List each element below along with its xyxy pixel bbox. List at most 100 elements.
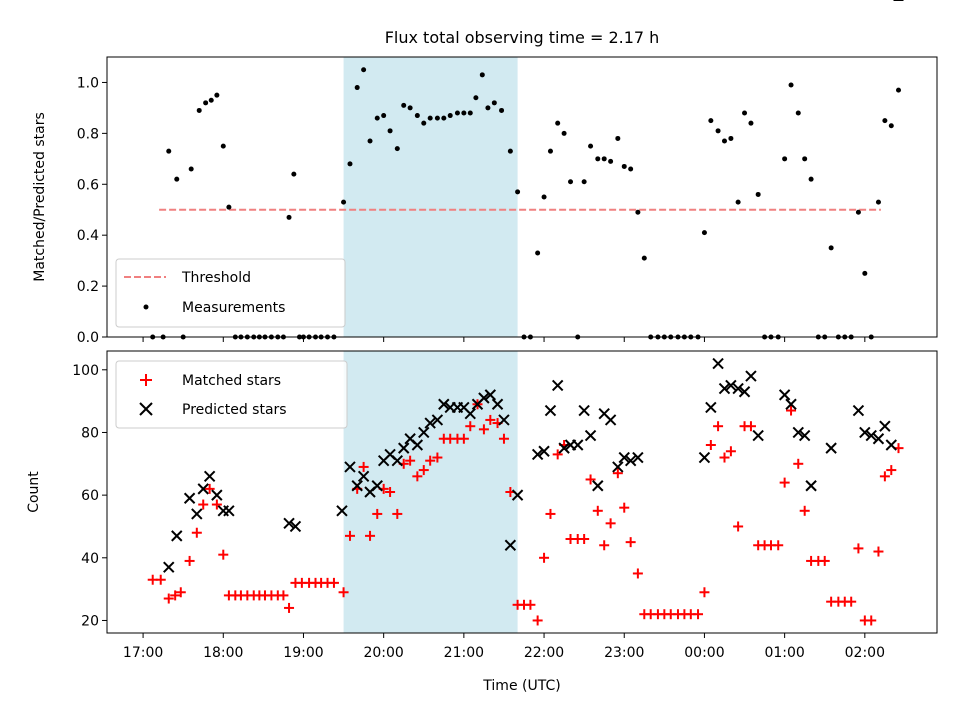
predicted-star-marker [725, 379, 737, 392]
predicted-star-marker [336, 505, 348, 517]
measurement-point [721, 138, 727, 144]
y-tick-label: 20 [81, 613, 99, 629]
predicted-star-marker [718, 382, 731, 395]
matched-star-marker [632, 568, 643, 579]
measurement-point [226, 204, 232, 210]
predicted-star-marker [752, 429, 764, 442]
matched-star-marker [358, 461, 369, 472]
measurement-point [208, 97, 214, 103]
matched-star-marker [699, 587, 710, 598]
measurement-point [628, 166, 634, 172]
matched-star-marker [612, 468, 623, 479]
measurement-point [808, 176, 814, 182]
predicted-star-marker [785, 398, 797, 410]
predicted-star-marker [498, 414, 510, 426]
measurement-point [467, 110, 473, 116]
measurement-point [535, 250, 541, 256]
matched-star-marker [418, 465, 429, 476]
matched-star-marker [184, 555, 195, 566]
matched-star-marker [412, 471, 423, 482]
measurement-point [541, 194, 547, 200]
measurement-point [875, 199, 881, 205]
predicted-star-marker [805, 480, 817, 492]
measurement-point [601, 156, 607, 162]
predicted-star-marker [464, 407, 476, 420]
matched-star-marker [170, 590, 181, 601]
measurement-point [728, 135, 734, 141]
matched-star-marker [485, 414, 496, 425]
matched-star-marker [579, 534, 590, 544]
y-tick-label: 0.0 [77, 330, 99, 346]
y-tick-label: 0.6 [77, 177, 99, 193]
predicted-star-marker [558, 442, 570, 454]
predicted-star-marker [431, 414, 444, 426]
matched-star-marker [525, 599, 536, 610]
measurement-point [387, 128, 393, 134]
predicted-star-marker [223, 505, 235, 517]
matched-star-marker [819, 555, 830, 566]
predicted-star-marker [705, 401, 717, 414]
measurement-point [367, 138, 373, 144]
measurement-point [174, 176, 180, 182]
measurement-point [855, 209, 861, 215]
matched-star-marker [713, 421, 724, 432]
y-tick-label: 1.0 [77, 75, 99, 91]
legend-measurements-label: Measurements [182, 300, 285, 316]
predicted-star-marker [418, 426, 430, 439]
predicted-star-marker [504, 539, 517, 551]
predicted-star-marker [411, 439, 424, 451]
matched-star-marker [365, 530, 376, 541]
matched-star-marker [338, 587, 349, 598]
measurement-point [568, 179, 574, 185]
measurement-point [414, 113, 420, 119]
matched-star-marker [745, 421, 756, 432]
predicted-star-marker [778, 389, 791, 401]
measurement-point [394, 146, 400, 152]
matched-star-marker [284, 602, 295, 613]
x-axis-label: Time (UTC) [482, 678, 560, 694]
x-tick-label: 00:00 [684, 645, 724, 661]
predicted-star-marker [592, 480, 604, 492]
y-tick-label: 100 [72, 363, 99, 379]
matched-star-marker [328, 577, 339, 588]
predicted-star-marker [624, 454, 637, 467]
matched-star-marker [846, 596, 857, 607]
matched-star-marker [432, 452, 443, 463]
count-legend: Matched stars Predicted stars [115, 360, 348, 429]
measurement-point [196, 107, 202, 113]
predicted-star-marker [551, 379, 564, 392]
matched-star-marker [693, 609, 704, 620]
predicted-star-marker [531, 448, 544, 461]
x-tick-label: 19:00 [283, 645, 323, 661]
predicted-star-marker [484, 389, 497, 401]
predicted-star-marker [398, 442, 410, 454]
measurement-point [595, 156, 601, 162]
x-tick-label: 18:00 [203, 645, 243, 661]
measurement-point [715, 128, 721, 134]
legend-threshold-label: Threshold [181, 270, 251, 286]
ratio-y-axis-label: Matched/Predicted stars [32, 112, 48, 282]
ratio-panel: 0.0 0.2 0.4 0.6 0.8 1.0 Matched/Predicted sta… [32, 56, 938, 346]
matched-star-marker [175, 587, 186, 598]
measurement-point [434, 115, 440, 121]
measurement-point [485, 105, 491, 111]
predicted-star-marker [171, 530, 183, 542]
measurement-point [641, 255, 647, 261]
predicted-star-marker [424, 417, 436, 429]
predicted-star-marker [351, 480, 363, 492]
legend-matched-label: Matched stars [182, 373, 281, 389]
y-tick-label: 0.2 [77, 279, 99, 295]
legend-matched-swatch [140, 374, 152, 386]
y-tick-label: 60 [81, 488, 99, 504]
measurement-point [214, 92, 220, 98]
predicted-star-marker [211, 489, 223, 501]
measurement-point [286, 214, 292, 220]
measurement-point [454, 110, 460, 116]
predicted-star-marker [825, 442, 837, 454]
measurement-point [882, 118, 888, 124]
measurement-point [188, 166, 194, 172]
predicted-star-marker [584, 429, 597, 442]
predicted-star-marker [698, 451, 711, 464]
measurement-point [708, 118, 714, 124]
measurement-point [735, 199, 741, 205]
